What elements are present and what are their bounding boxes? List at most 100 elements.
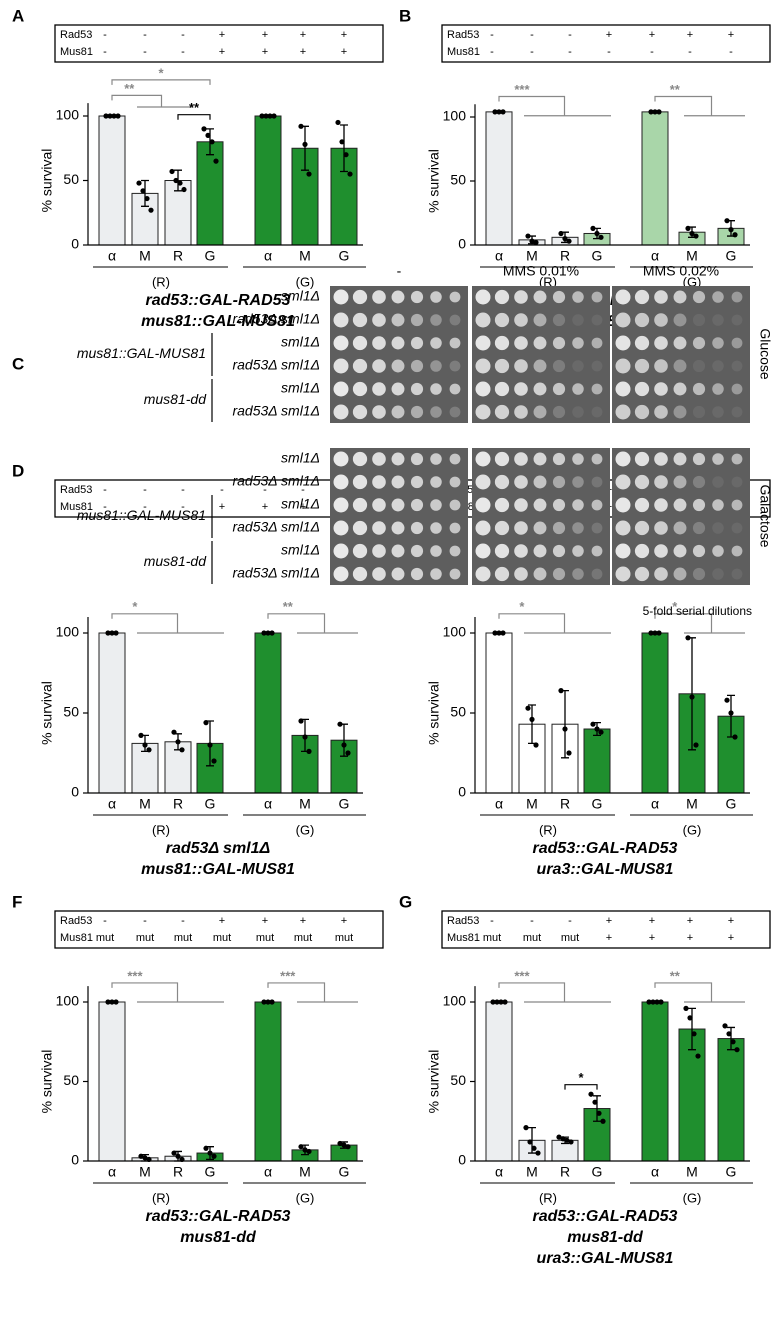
colony-spot: [410, 544, 424, 558]
sig-bracket: [654, 95, 745, 117]
header-box: [54, 24, 384, 63]
error-bar: [593, 1095, 601, 1122]
colony-spot: [615, 289, 631, 305]
header-row-name: Mus81: [447, 932, 480, 944]
data-point: [261, 630, 267, 636]
colony-spot: [352, 335, 368, 351]
colony-spot: [372, 498, 386, 512]
colony-spot: [514, 405, 528, 419]
data-point: [335, 119, 341, 126]
colony-spot: [475, 312, 491, 328]
header-sign: +: [262, 915, 268, 927]
colony-spot: [712, 406, 724, 418]
data-point: [343, 152, 349, 158]
header-sign: -: [490, 915, 494, 927]
data-point: [269, 999, 275, 1005]
colony-spot: [731, 499, 743, 511]
colony-spot: [634, 335, 650, 351]
colony-spot: [372, 567, 386, 581]
x-tick-label: α: [264, 796, 272, 812]
colony-spot: [692, 544, 706, 558]
colony-spot: [430, 499, 442, 511]
header-sign: -: [530, 29, 534, 41]
data-point: [345, 750, 351, 756]
data-point: [181, 186, 187, 193]
colony-spot: [654, 498, 668, 512]
colony-spot: [712, 337, 724, 349]
data-point: [209, 139, 215, 145]
data-point: [556, 1134, 562, 1140]
y-tick-label: 0: [71, 1152, 79, 1168]
data-point: [689, 694, 695, 700]
colony-spot: [352, 474, 368, 490]
data-point: [306, 171, 312, 177]
colony-spot: [352, 497, 368, 513]
colony-spot: [372, 475, 386, 489]
group-label: (G): [296, 822, 315, 837]
x-tick-label: G: [339, 248, 350, 264]
colony-spot: [692, 290, 706, 304]
colony-spot: [333, 335, 349, 351]
colony-spot: [552, 544, 566, 558]
colony-spot: [552, 475, 566, 489]
data-point: [598, 729, 604, 735]
data-point: [302, 1147, 308, 1153]
sig-bracket: [111, 94, 192, 108]
colony-spot: [572, 360, 584, 372]
header-row-name: Mus81: [60, 46, 93, 58]
colony-spot: [533, 452, 547, 466]
colony-spot: [731, 453, 743, 465]
header-sign: +: [606, 932, 612, 944]
data-point: [646, 999, 652, 1005]
colony-spot: [572, 568, 584, 580]
data-point: [689, 230, 695, 237]
genotype: mus81-dd: [567, 1229, 644, 1246]
header-sign: -: [181, 484, 185, 496]
colony-spot: [692, 452, 706, 466]
sig-label: **: [670, 82, 681, 97]
header-sign: -: [650, 46, 654, 58]
x-tick-label: G: [726, 796, 737, 812]
strain-label: rad53Δ sml1Δ: [232, 519, 320, 535]
header-sign: mut: [294, 932, 312, 944]
colony-spot: [475, 566, 491, 582]
colony-spot: [572, 476, 584, 488]
data-point: [566, 238, 572, 244]
colony-spot: [634, 358, 650, 374]
header-row-name: Rad53: [60, 484, 92, 496]
colony-spot: [712, 291, 724, 303]
genotype: ura3::GAL-MUS81: [537, 1250, 674, 1267]
group-label: mus81::GAL-MUS81: [77, 345, 206, 361]
header-sign: -: [688, 46, 692, 58]
colony-spot: [391, 290, 405, 304]
bar: [485, 111, 513, 246]
colony-spot: [352, 289, 368, 305]
header-sign: -: [103, 484, 107, 496]
y-tick-label: 50: [450, 1072, 466, 1088]
strain-label: rad53Δ sml1Δ: [232, 311, 320, 327]
colony-spot: [372, 544, 386, 558]
colony-spot: [391, 498, 405, 512]
panel-letter: B: [399, 6, 411, 25]
group-label: (R): [539, 822, 557, 837]
data-point: [337, 1140, 343, 1147]
colony-spot: [494, 451, 510, 467]
colony-spot: [552, 405, 566, 419]
data-point: [173, 177, 179, 184]
data-point: [490, 999, 496, 1005]
header-sign: mut: [256, 932, 274, 944]
colony-spot: [654, 359, 668, 373]
data-point: [695, 1053, 701, 1059]
colony-spot: [391, 521, 405, 535]
colony-spot: [712, 453, 724, 465]
data-point: [265, 999, 271, 1005]
colony-spot: [430, 291, 442, 303]
header-sign: -: [729, 46, 733, 58]
panel-letter: A: [12, 6, 24, 25]
x-tick-label: M: [686, 248, 698, 264]
colony-spot: [533, 498, 547, 512]
group-label: mus81-dd: [144, 553, 207, 569]
y-tick-label: 50: [63, 704, 79, 720]
data-point: [728, 227, 734, 233]
colony-spot: [410, 475, 424, 489]
